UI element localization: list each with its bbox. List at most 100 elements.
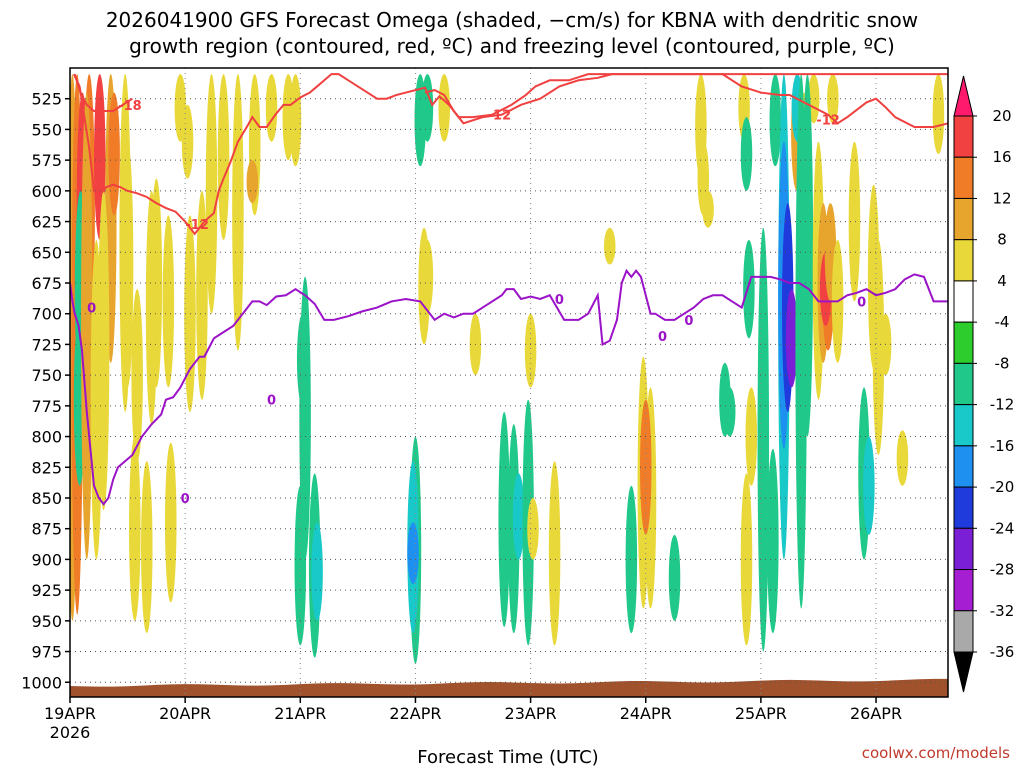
y-tick-label: 675 — [31, 274, 62, 293]
colorbar-bin — [953, 156, 974, 199]
dendritic-contour-label: -12 — [488, 109, 512, 124]
x-tick-label: 22APR — [389, 704, 441, 723]
x-tick-label: 20APR — [159, 704, 211, 723]
omega-region — [827, 74, 839, 124]
dendritic-contour-label: -12 — [816, 114, 840, 129]
y-tick-label: 975 — [31, 643, 62, 662]
y-tick-label: 550 — [31, 120, 62, 139]
freezing-level-label: 0 — [87, 302, 96, 317]
y-tick-label: 700 — [31, 305, 62, 324]
colorbar-label: -32 — [990, 602, 1015, 620]
freezing-level-label: 0 — [658, 330, 667, 345]
colorbar-bin — [953, 610, 974, 653]
omega-region — [863, 436, 875, 535]
freezing-level-contour — [70, 268, 948, 506]
freezing-level-label: 0 — [555, 293, 564, 308]
chart-title-line-2: growth region (contoured, red, ºC) and f… — [129, 34, 895, 58]
omega-region — [196, 190, 208, 400]
freezing-level-label: 0 — [684, 314, 693, 329]
omega-region — [740, 473, 753, 646]
omega-region — [512, 473, 525, 560]
chart-title-line-1: 2026041900 GFS Forecast Omega (shaded, −… — [106, 8, 918, 32]
colorbar-bin — [953, 569, 974, 612]
omega-region — [932, 74, 945, 154]
x-tick-label: 26APR — [850, 704, 902, 723]
omega-region — [217, 74, 230, 240]
omega-region — [527, 497, 539, 560]
colorbar-bin — [953, 280, 974, 323]
y-tick-label: 575 — [31, 151, 62, 170]
omega-region — [769, 74, 782, 167]
omega-region — [181, 104, 194, 179]
x-tick-label: 24APR — [620, 704, 672, 723]
omega-region — [498, 411, 510, 627]
omega-region — [311, 522, 323, 621]
colorbar-label: -12 — [990, 396, 1015, 414]
omega-region — [625, 485, 638, 634]
omega-region — [184, 215, 196, 412]
colorbar-label: -24 — [990, 519, 1015, 537]
y-tick-label: 925 — [31, 581, 62, 600]
y-axis: 525 550 575 600 625 650 675 700 725 750 775 800 825 8… — [21, 90, 70, 692]
y-tick-label: 850 — [31, 489, 62, 508]
omega-region — [289, 74, 302, 167]
colorbar-label: -8 — [995, 354, 1010, 372]
omega-region — [801, 74, 814, 437]
omega-region — [131, 289, 143, 462]
colorbar-bin — [953, 362, 974, 406]
omega-region — [121, 141, 134, 388]
x-axis-label: Forecast Time (UTC) — [417, 747, 598, 768]
omega-region — [668, 534, 681, 621]
y-tick-label: 950 — [31, 612, 62, 631]
colorbar-label: -36 — [990, 643, 1015, 661]
colorbar-bin — [953, 239, 974, 282]
omega-region — [421, 239, 434, 314]
omega-region — [421, 74, 434, 142]
colorbar-bin — [953, 445, 974, 488]
ground-surface — [70, 678, 948, 697]
colorbar-label: -4 — [995, 313, 1010, 331]
omega-region — [129, 436, 141, 621]
colorbar-bin — [953, 115, 974, 158]
colorbar-label: 4 — [997, 272, 1007, 290]
omega-region — [294, 485, 307, 646]
colorbar-bin — [953, 527, 974, 571]
freezing-level-label: 0 — [857, 295, 866, 310]
y-tick-label: 625 — [31, 213, 62, 232]
omega-region — [785, 289, 798, 388]
omega-region — [265, 74, 278, 142]
y-tick-label: 825 — [31, 458, 62, 477]
y-tick-label: 875 — [31, 520, 62, 539]
omega-region — [296, 313, 309, 406]
dendritic-contour — [424, 73, 948, 128]
y-tick-label: 600 — [31, 182, 62, 201]
x-tick-label: 19APR — [44, 704, 96, 723]
y-tick-label: 750 — [31, 366, 62, 385]
omega-region — [97, 190, 110, 511]
y-tick-label: 800 — [31, 428, 62, 447]
colorbar-label: 12 — [992, 189, 1011, 207]
omega-region — [745, 387, 758, 486]
colorbar-label: 8 — [997, 231, 1007, 249]
dendritic-contour-label: -18 — [118, 99, 142, 114]
x-tick-label: 23APR — [505, 704, 557, 723]
colorbar-bin — [953, 197, 974, 241]
colorbar-bottom-arrow — [953, 651, 974, 693]
omega-region — [524, 313, 537, 388]
colorbar-label: -20 — [990, 478, 1015, 496]
y-tick-label: 725 — [31, 335, 62, 354]
omega-region — [164, 442, 177, 603]
colorbar-bin — [953, 486, 974, 529]
plot-frame — [69, 67, 949, 698]
colorbar: 20 16 12 8 4 -4 -8 -12 -16 -20 -24 -28 -32 -36 — [953, 75, 1015, 693]
omega-region — [896, 430, 909, 486]
omega-region — [205, 74, 218, 314]
omega-region — [723, 387, 736, 437]
contours: -18 -12 -12 -12 0 0 0 0 0 0 0 — [70, 73, 948, 507]
dendritic-contour-label: -12 — [185, 218, 209, 233]
colorbar-label: 16 — [992, 148, 1011, 166]
colorbar-bin — [953, 321, 974, 364]
omega-region — [232, 74, 244, 351]
colorbar-label: -28 — [990, 561, 1015, 579]
omega-region — [407, 522, 419, 584]
